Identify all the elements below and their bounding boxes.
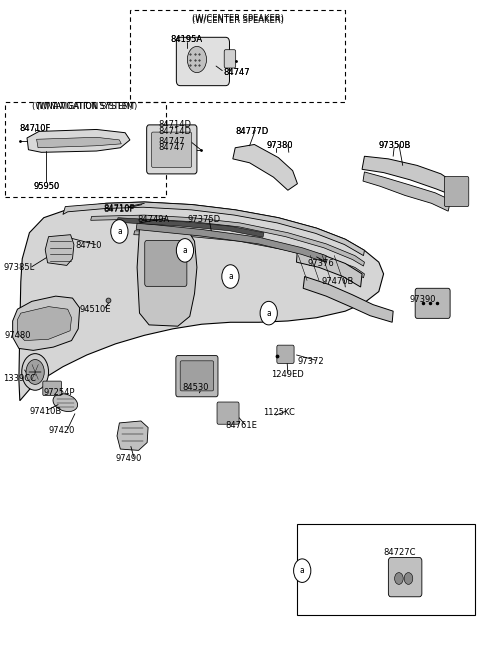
FancyBboxPatch shape bbox=[145, 240, 187, 286]
Text: 95950: 95950 bbox=[33, 182, 60, 191]
Text: 84710F: 84710F bbox=[104, 206, 135, 214]
Text: 84714D: 84714D bbox=[158, 127, 192, 136]
Text: 97350B: 97350B bbox=[379, 141, 411, 150]
Text: 97254P: 97254P bbox=[44, 388, 75, 398]
Polygon shape bbox=[19, 202, 384, 401]
Circle shape bbox=[404, 572, 413, 584]
Polygon shape bbox=[363, 172, 451, 211]
Text: 97480: 97480 bbox=[4, 331, 31, 340]
Text: 97380: 97380 bbox=[266, 141, 293, 150]
FancyBboxPatch shape bbox=[415, 288, 450, 318]
Text: a: a bbox=[228, 272, 233, 281]
Text: a: a bbox=[117, 227, 122, 236]
Text: 1125KC: 1125KC bbox=[263, 408, 295, 417]
Polygon shape bbox=[297, 249, 362, 287]
Bar bbox=[130, 10, 345, 102]
Text: (W/NAVIGATION SYSTEM): (W/NAVIGATION SYSTEM) bbox=[32, 102, 137, 111]
Polygon shape bbox=[12, 296, 80, 350]
Text: 84710F: 84710F bbox=[20, 124, 51, 133]
Text: 84714D: 84714D bbox=[158, 121, 192, 130]
Text: 84727C: 84727C bbox=[384, 548, 416, 557]
Text: 84747: 84747 bbox=[223, 68, 250, 77]
Text: 84195A: 84195A bbox=[170, 35, 203, 45]
Text: 84710F: 84710F bbox=[104, 204, 135, 213]
FancyBboxPatch shape bbox=[388, 557, 422, 597]
Bar bbox=[5, 102, 166, 196]
Polygon shape bbox=[233, 145, 298, 190]
Polygon shape bbox=[45, 234, 74, 265]
Text: 84777D: 84777D bbox=[235, 127, 268, 136]
Polygon shape bbox=[117, 217, 264, 237]
Text: 94510E: 94510E bbox=[80, 305, 111, 314]
Text: 95950: 95950 bbox=[33, 182, 60, 191]
Text: 97420: 97420 bbox=[48, 426, 75, 436]
Circle shape bbox=[222, 265, 239, 288]
Polygon shape bbox=[91, 215, 364, 266]
Text: 97470B: 97470B bbox=[322, 277, 354, 286]
Circle shape bbox=[26, 360, 44, 384]
Text: (W/NAVIGATION SYSTEM): (W/NAVIGATION SYSTEM) bbox=[36, 102, 132, 111]
Text: 97490: 97490 bbox=[116, 454, 142, 462]
Circle shape bbox=[260, 301, 277, 325]
Text: a: a bbox=[182, 246, 187, 255]
Text: (W/CENTER SPEAKER): (W/CENTER SPEAKER) bbox=[192, 14, 284, 24]
Circle shape bbox=[187, 47, 206, 73]
Bar bbox=[298, 523, 475, 615]
Text: 84761E: 84761E bbox=[226, 421, 257, 430]
Text: 97372: 97372 bbox=[298, 357, 324, 366]
FancyBboxPatch shape bbox=[224, 50, 236, 68]
Text: 84747: 84747 bbox=[158, 143, 185, 152]
Polygon shape bbox=[36, 138, 121, 148]
Text: 97380: 97380 bbox=[266, 141, 293, 150]
Text: 97376: 97376 bbox=[307, 259, 334, 268]
FancyBboxPatch shape bbox=[277, 345, 294, 364]
Polygon shape bbox=[134, 231, 364, 278]
Circle shape bbox=[22, 354, 48, 390]
FancyBboxPatch shape bbox=[444, 176, 469, 206]
Text: 84747: 84747 bbox=[223, 68, 250, 77]
Polygon shape bbox=[136, 223, 326, 262]
Text: 84747: 84747 bbox=[158, 137, 185, 145]
Text: 84710F: 84710F bbox=[20, 124, 51, 133]
Polygon shape bbox=[362, 157, 456, 195]
FancyBboxPatch shape bbox=[176, 37, 229, 86]
Polygon shape bbox=[27, 130, 130, 153]
Text: 84530: 84530 bbox=[182, 383, 209, 392]
Circle shape bbox=[111, 219, 128, 243]
Text: 1249ED: 1249ED bbox=[271, 370, 304, 379]
Text: 97410B: 97410B bbox=[29, 407, 61, 416]
Text: 84710: 84710 bbox=[75, 241, 101, 250]
Ellipse shape bbox=[53, 394, 78, 411]
Polygon shape bbox=[17, 307, 72, 341]
Text: 84749A: 84749A bbox=[137, 215, 169, 224]
Text: (W/CENTER SPEAKER): (W/CENTER SPEAKER) bbox=[192, 16, 284, 25]
Text: a: a bbox=[266, 309, 271, 318]
FancyBboxPatch shape bbox=[217, 402, 239, 424]
Text: 97390: 97390 bbox=[410, 295, 436, 304]
FancyBboxPatch shape bbox=[176, 356, 218, 397]
FancyBboxPatch shape bbox=[147, 125, 197, 174]
Circle shape bbox=[176, 238, 193, 262]
Polygon shape bbox=[137, 228, 197, 326]
Text: a: a bbox=[300, 566, 305, 575]
FancyBboxPatch shape bbox=[180, 361, 214, 391]
FancyBboxPatch shape bbox=[152, 132, 192, 168]
Text: 97385L: 97385L bbox=[3, 263, 35, 272]
FancyBboxPatch shape bbox=[43, 381, 61, 396]
Text: 84195A: 84195A bbox=[170, 35, 203, 45]
Polygon shape bbox=[303, 276, 393, 322]
Text: 1339CC: 1339CC bbox=[3, 374, 36, 383]
Text: 97350B: 97350B bbox=[379, 141, 411, 150]
Polygon shape bbox=[117, 421, 148, 451]
Circle shape bbox=[294, 559, 311, 582]
Polygon shape bbox=[63, 202, 364, 255]
Text: 84777D: 84777D bbox=[235, 127, 268, 136]
Circle shape bbox=[395, 572, 403, 584]
Text: 97375D: 97375D bbox=[187, 215, 220, 224]
